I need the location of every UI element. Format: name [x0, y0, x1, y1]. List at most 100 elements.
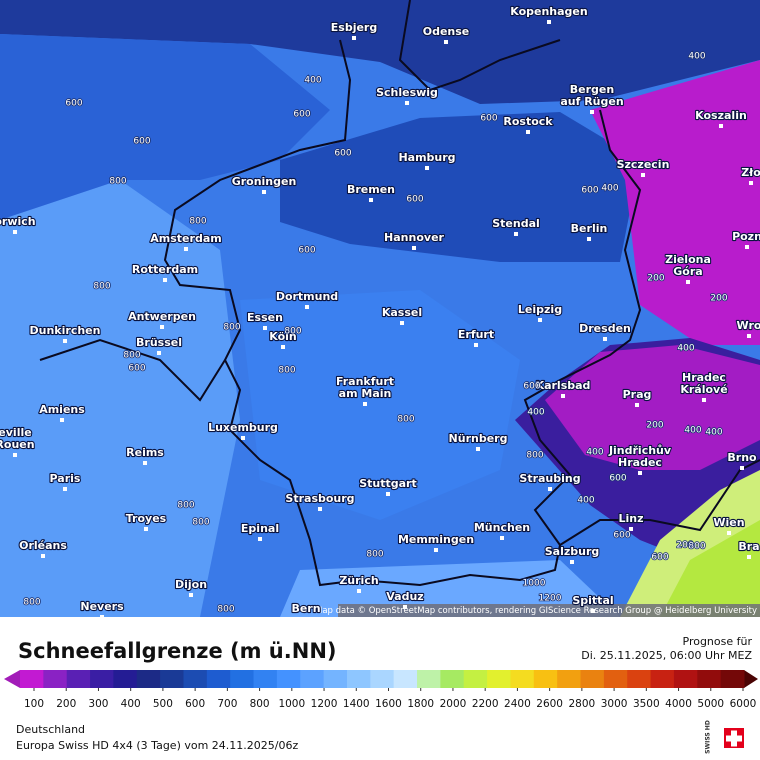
- city-dot: [157, 351, 161, 355]
- legend-tick-label: 2200: [472, 698, 499, 710]
- city-label: Góra: [673, 265, 702, 278]
- legend-tick-label: 300: [88, 698, 108, 710]
- alps-region: [280, 560, 620, 617]
- city-dot: [60, 418, 64, 422]
- contour-label: 200: [676, 541, 693, 551]
- city-label: eville: [0, 426, 32, 439]
- contour-label: 600: [406, 195, 423, 205]
- colorbar-cell: [603, 670, 628, 688]
- city-dot: [184, 247, 188, 251]
- city-dot: [163, 278, 167, 282]
- city-dot: [500, 536, 504, 540]
- city-label: Salzburg: [545, 545, 600, 558]
- contour-label: 800: [223, 323, 240, 333]
- city-label: Dijon: [175, 578, 207, 591]
- city-label: Esbjerg: [331, 21, 377, 34]
- sea-region: [0, 34, 330, 220]
- city-label: Rouen: [0, 438, 35, 451]
- contour-label: 800: [23, 598, 40, 608]
- legend-tick-label: 1800: [407, 698, 434, 710]
- city-dot: [747, 555, 751, 559]
- colorbar-cell: [697, 670, 722, 688]
- city-label: Zło: [741, 166, 760, 179]
- city-dot: [63, 339, 67, 343]
- city-dot: [641, 173, 645, 177]
- dark-region: [280, 112, 640, 262]
- city-label: Bremen: [347, 183, 395, 196]
- legend-tick-label: 800: [250, 698, 270, 710]
- city-label: München: [474, 521, 530, 534]
- city-dot: [412, 246, 416, 250]
- legend-tick-label: 4000: [665, 698, 692, 710]
- city-dot: [591, 609, 595, 613]
- city-dot: [702, 398, 706, 402]
- colorbar-cell: [650, 670, 675, 688]
- colorbar-cell: [627, 670, 652, 688]
- green-region: [660, 520, 760, 617]
- contour-label: 800: [189, 217, 206, 227]
- city-label: Amsterdam: [150, 232, 221, 245]
- colorbar-cell: [393, 670, 418, 688]
- city-dot: [514, 232, 518, 236]
- border-germany: [163, 39, 642, 587]
- city-label: Troyes: [126, 512, 167, 525]
- legend-tick-label: 200: [56, 698, 76, 710]
- contour-label: 400: [705, 428, 722, 438]
- city-label: Epinal: [241, 522, 279, 535]
- city-label: Bern: [291, 602, 320, 615]
- city-label: orwich: [0, 215, 36, 228]
- colorbar-cell: [276, 670, 301, 688]
- city-dot: [686, 280, 690, 284]
- city-dot: [403, 605, 407, 609]
- city-dot: [386, 492, 390, 496]
- coastline: [398, 0, 561, 92]
- city-label: Wro: [737, 319, 760, 332]
- contour-label: 600: [613, 531, 630, 541]
- colorbar-cell: [487, 670, 511, 688]
- city-dot: [63, 487, 67, 491]
- city-label: Dresden: [579, 322, 631, 335]
- colorbar-cell: [253, 670, 278, 688]
- logo-cross: [726, 730, 742, 747]
- city-dot: [548, 487, 552, 491]
- dark-region: [0, 0, 760, 104]
- colorbar-cell: [346, 670, 371, 688]
- contour-label: 400: [684, 426, 701, 436]
- city-label: Bergen: [570, 83, 614, 96]
- legend-tick-label: 1600: [375, 698, 402, 710]
- city-label: Erfurt: [458, 328, 494, 341]
- contour-label: 800: [397, 415, 414, 425]
- light-region: [0, 180, 240, 617]
- title: Schneefallgrenze (m ü.NN): [18, 639, 337, 663]
- legend-tick-label: 5000: [697, 698, 724, 710]
- colorbar-cell: [720, 670, 745, 688]
- contour-label: 400: [601, 184, 618, 194]
- city-dot: [740, 466, 744, 470]
- border-france: [39, 338, 226, 402]
- legend-tick-label: 1400: [343, 698, 370, 710]
- colorbar-cell: [533, 670, 558, 688]
- city-dot: [474, 343, 478, 347]
- colorbar-cell: [206, 670, 231, 688]
- city-dot: [745, 245, 749, 249]
- city-dot: [258, 537, 262, 541]
- colorbar-cell: [300, 670, 325, 688]
- city-label: Hradec: [618, 456, 662, 469]
- contour-label: 200: [710, 294, 727, 304]
- legend-tick-label: 2400: [504, 698, 531, 710]
- city-dot: [538, 318, 542, 322]
- map: Map data © OpenStreetMap contributors, r…: [0, 0, 760, 617]
- city-label: Králové: [680, 383, 727, 396]
- city-label: Amiens: [39, 403, 85, 416]
- city-label: Straubing: [519, 472, 580, 485]
- city-dot: [561, 394, 565, 398]
- city-dot: [363, 402, 367, 406]
- city-dot: [305, 305, 309, 309]
- city-dot: [13, 453, 17, 457]
- city-label: Köln: [269, 330, 297, 343]
- forecast-label: Prognose für: [683, 635, 753, 648]
- legend-tick-label: 100: [24, 698, 44, 710]
- contour-label: 600: [128, 364, 145, 374]
- city-dot: [629, 527, 633, 531]
- legend-tick-label: 2800: [568, 698, 595, 710]
